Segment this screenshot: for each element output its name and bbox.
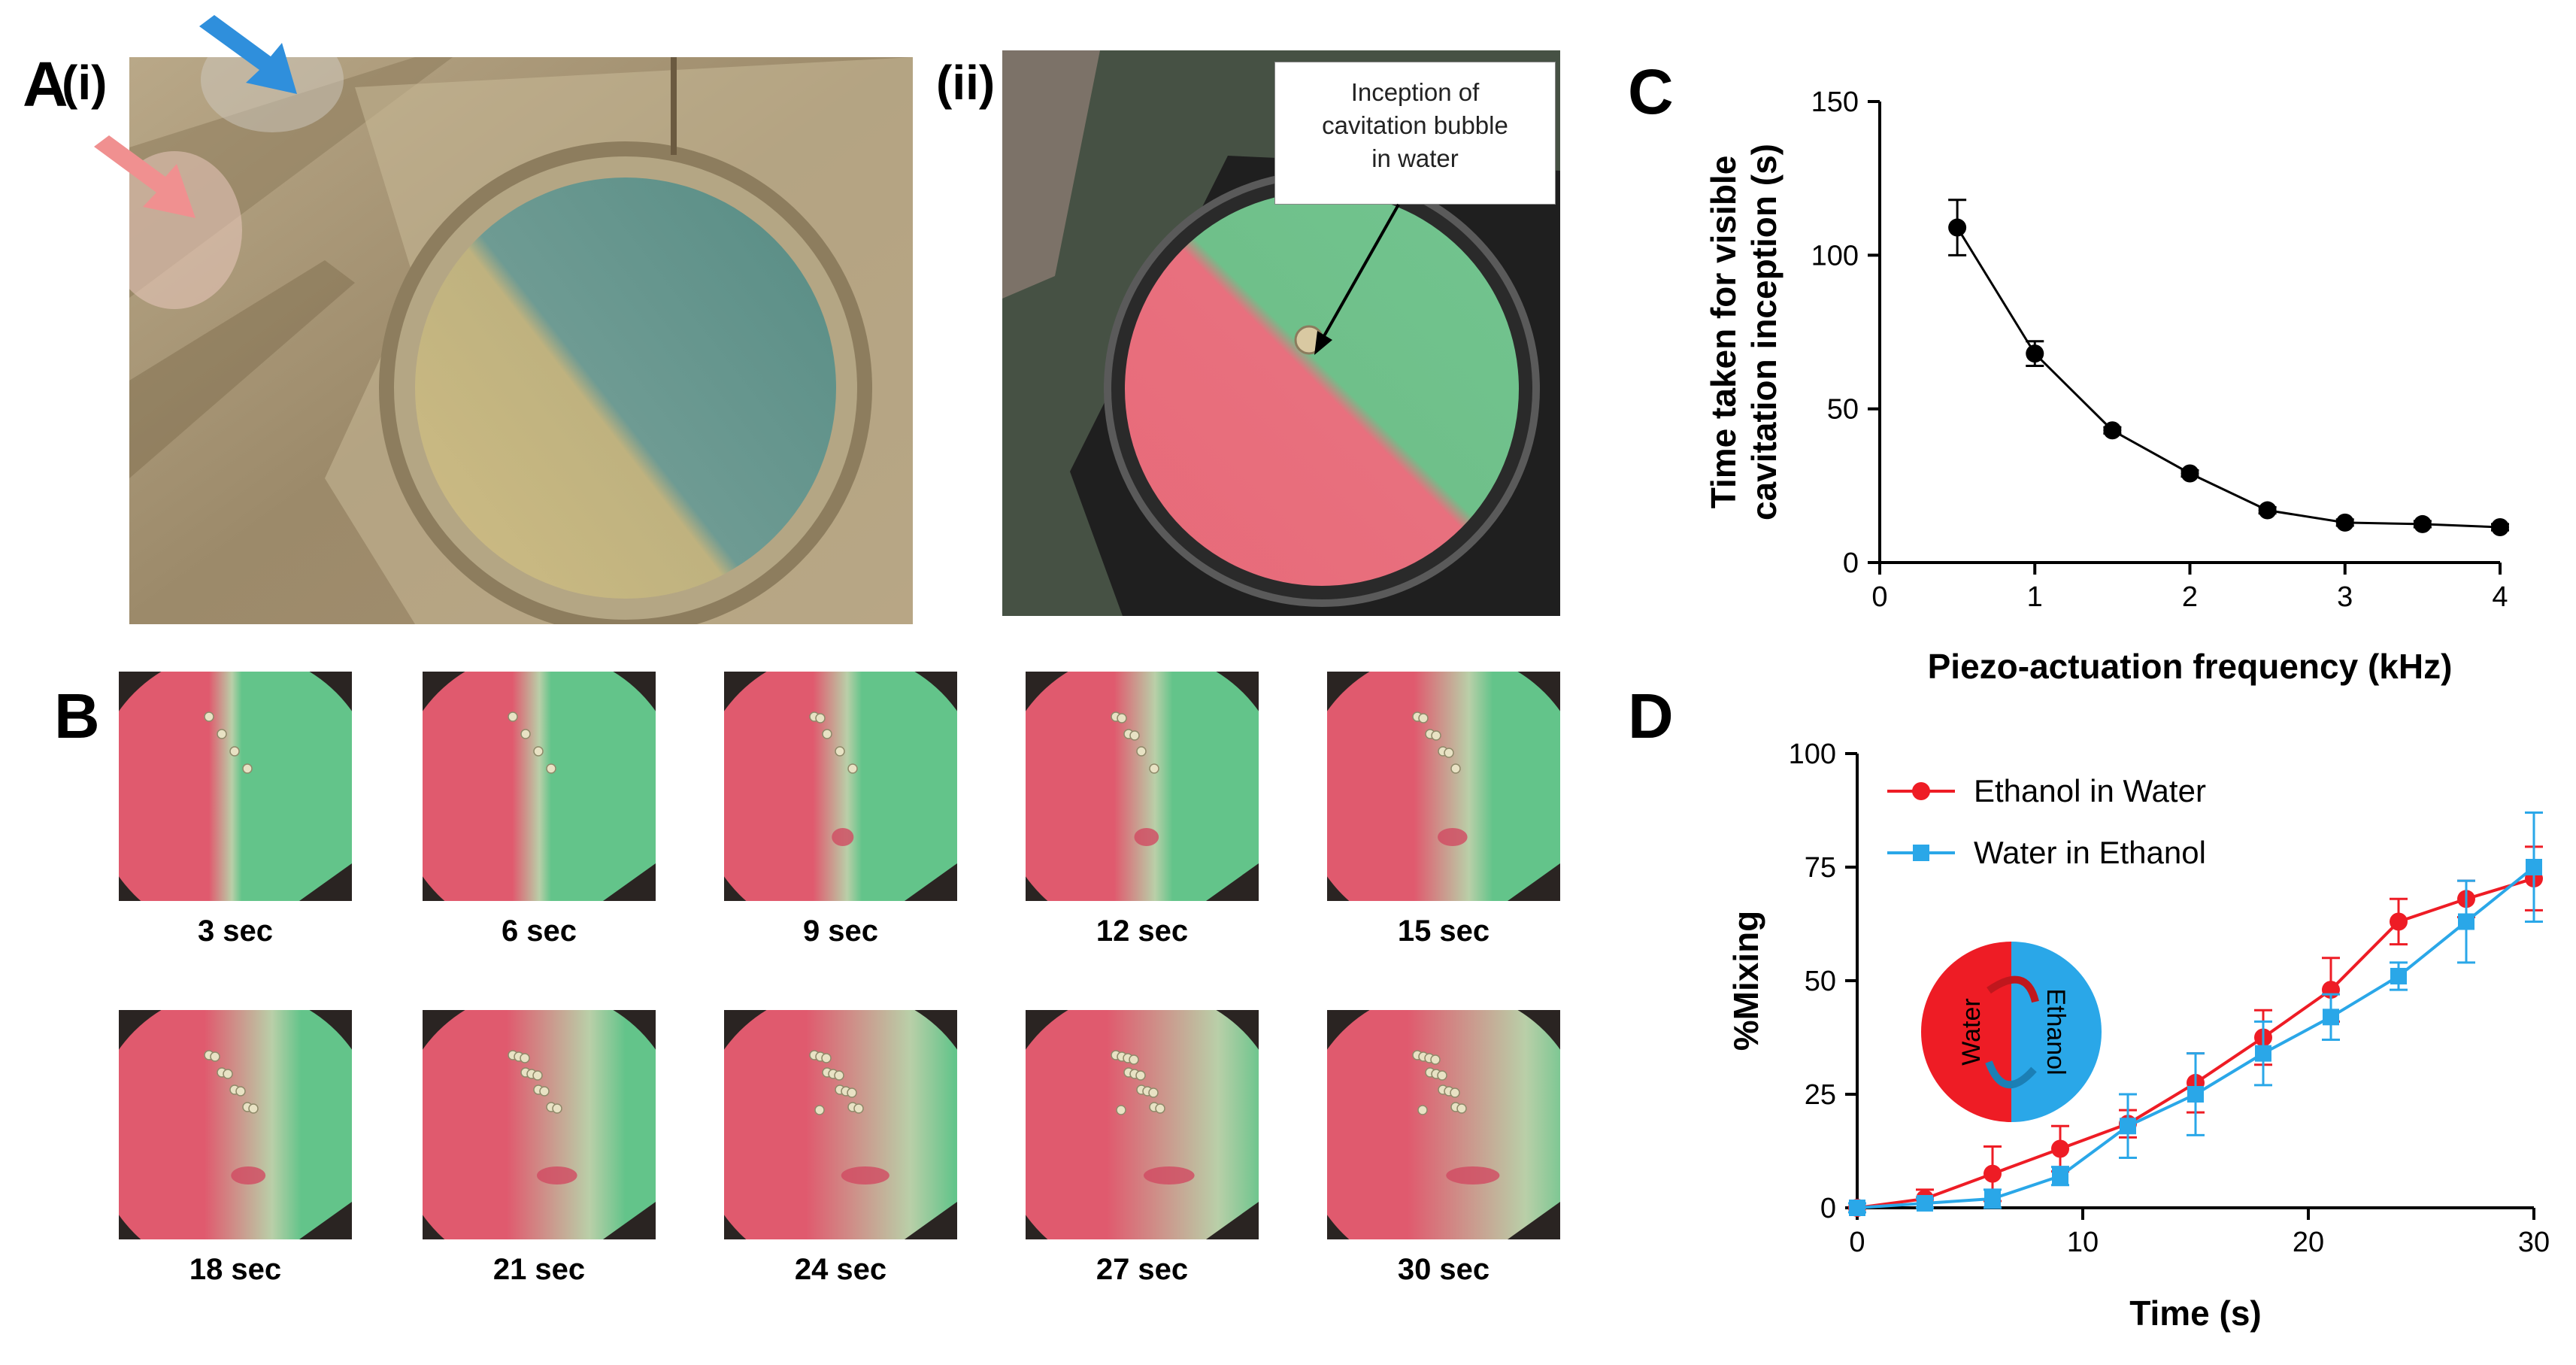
y-axis-label: cavitation inception (s) xyxy=(1744,144,1784,520)
panel-label-a-i: (i) xyxy=(62,56,108,110)
data-point xyxy=(2323,1009,2339,1026)
mixing-frame xyxy=(119,1010,352,1239)
frame-time-label: 15 sec xyxy=(1397,915,1490,948)
panel-label-d: D xyxy=(1628,681,1674,751)
blue-arrow-icon xyxy=(199,15,297,94)
x-tick-label: 20 xyxy=(2293,1227,2324,1258)
data-point xyxy=(2120,1118,2136,1135)
data-point xyxy=(2390,912,2408,931)
inception-callout: Inception of cavitation bubble in water xyxy=(1274,62,1556,205)
x-tick-label: 2 xyxy=(2182,581,2198,613)
mixing-frame xyxy=(119,672,352,901)
callout-line-1: Inception of xyxy=(1350,78,1480,106)
inset-label-ethanol: Ethanol xyxy=(2041,988,2070,1075)
inset-arrow-icon xyxy=(1985,1060,2037,1088)
data-point xyxy=(1984,1164,2002,1183)
legend-marker xyxy=(1912,782,1930,800)
data-point xyxy=(2390,967,2407,984)
photo-device-unfilled xyxy=(129,57,913,624)
inset-arrow-icon xyxy=(1987,975,2039,1003)
y-tick-label: 50 xyxy=(1827,394,1859,426)
callout-line-2: cavitation bubble xyxy=(1322,111,1508,139)
data-point xyxy=(1849,1200,1865,1216)
x-tick-label: 3 xyxy=(2337,581,2353,613)
mixing-frame xyxy=(1327,1010,1560,1239)
panel-label-c: C xyxy=(1628,56,1674,127)
y-tick-label: 25 xyxy=(1805,1079,1836,1111)
panel-label-a: A xyxy=(23,49,68,120)
data-point xyxy=(2335,513,2354,532)
x-axis-label: Time (s) xyxy=(2129,1294,2262,1333)
data-point xyxy=(2052,1167,2068,1185)
y-tick-label: 50 xyxy=(1805,966,1836,997)
y-tick-label: 100 xyxy=(1811,240,1859,271)
mixing-frame xyxy=(423,672,656,901)
y-axis-label: Time taken for visible xyxy=(1704,156,1743,509)
x-tick-label: 30 xyxy=(2518,1227,2550,1258)
mixing-frame xyxy=(423,1010,656,1239)
frame-time-label: 18 sec xyxy=(189,1253,282,1286)
frame-time-label: 3 sec xyxy=(197,915,274,948)
data-point xyxy=(2103,421,2122,440)
photo-device-cavitation xyxy=(1002,50,1560,616)
data-point xyxy=(1917,1194,1933,1212)
pink-arrow-icon xyxy=(94,135,195,218)
y-tick-label: 0 xyxy=(1843,548,1859,579)
data-point xyxy=(2187,1086,2204,1103)
legend-label: Water in Ethanol xyxy=(1974,835,2206,870)
y-tick-label: 100 xyxy=(1789,739,1836,770)
data-point xyxy=(1948,218,1967,237)
mixing-frame xyxy=(1026,672,1259,901)
frame-time-label: 24 sec xyxy=(794,1253,887,1286)
x-tick-label: 4 xyxy=(2492,581,2508,613)
chart-mixing: 0 10 20 30 0 25 50 75 100 Time (s) %Mixing Ethanol … xyxy=(1726,739,2550,1333)
y-tick-label: 75 xyxy=(1805,852,1836,884)
y-axis-label: %Mixing xyxy=(1726,911,1765,1051)
chart-cavitation-inception: 0 1 2 3 4 0 50 100 150 Piezo-actuation frequency … xyxy=(1704,86,2509,686)
y-tick-label: 0 xyxy=(1820,1193,1836,1224)
frame-time-label: 21 sec xyxy=(492,1253,586,1286)
mixing-frame xyxy=(1327,672,1560,901)
data-point xyxy=(2026,344,2044,363)
callout-line-3: in water xyxy=(1371,144,1459,172)
legend-label: Ethanol in Water xyxy=(1974,773,2206,808)
x-tick-label: 1 xyxy=(2027,581,2043,613)
mixing-frame xyxy=(724,672,957,901)
x-tick-label: 10 xyxy=(2067,1227,2099,1258)
x-tick-label: 0 xyxy=(1849,1227,1865,1258)
frame-time-label: 12 sec xyxy=(1096,915,1189,948)
mixing-frame xyxy=(724,1010,957,1239)
mixing-frame xyxy=(1026,1010,1259,1239)
frame-time-label: 27 sec xyxy=(1096,1253,1189,1286)
frame-time-label: 30 sec xyxy=(1397,1253,1490,1286)
data-point xyxy=(2491,518,2509,537)
data-point xyxy=(2181,464,2199,483)
x-tick-label: 0 xyxy=(1871,581,1887,613)
data-point xyxy=(1984,1190,2001,1207)
inset-label-water: Water xyxy=(1957,998,1986,1065)
panel-label-b: B xyxy=(54,681,100,751)
data-point xyxy=(2526,859,2542,875)
frame-time-label: 6 sec xyxy=(501,915,577,948)
data-point xyxy=(2458,913,2474,930)
callout-arrow-icon xyxy=(1314,204,1400,355)
y-tick-label: 150 xyxy=(1811,86,1859,118)
data-point xyxy=(2051,1139,2069,1158)
data-point xyxy=(2413,514,2432,533)
frame-time-label: 9 sec xyxy=(802,915,879,948)
x-axis-label: Piezo-actuation frequency (kHz) xyxy=(1928,647,2453,686)
data-point xyxy=(2258,501,2277,520)
panel-label-a-ii: (ii) xyxy=(936,56,996,110)
data-point xyxy=(2255,1045,2271,1062)
inset-ethanol-half xyxy=(2011,942,2102,1122)
legend-marker xyxy=(1913,845,1929,861)
series-line xyxy=(1956,226,2501,529)
